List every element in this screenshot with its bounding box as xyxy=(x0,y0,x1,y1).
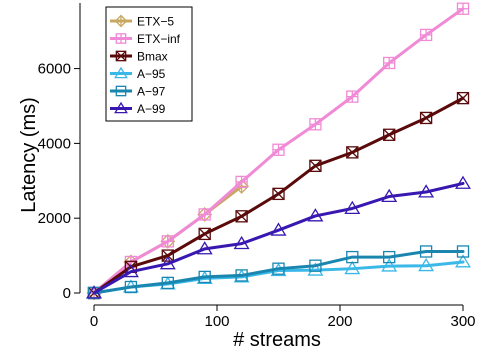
series-line xyxy=(92,181,465,295)
data-point xyxy=(381,188,398,203)
data-point xyxy=(309,259,322,272)
data-point xyxy=(270,222,287,236)
legend-item: A−97 xyxy=(110,85,166,99)
data-point xyxy=(161,276,174,290)
y-tick-label: 0 xyxy=(63,285,71,302)
y-tick-label: 6000 xyxy=(38,61,71,78)
series-5 xyxy=(86,175,471,299)
legend-label: ETX−inf xyxy=(137,32,181,46)
data-point xyxy=(124,280,138,294)
data-point xyxy=(309,118,322,131)
legend-marker xyxy=(115,50,127,62)
data-point xyxy=(159,256,176,270)
data-point xyxy=(272,262,285,275)
data-point xyxy=(86,285,102,299)
legend-marker xyxy=(114,66,128,79)
data-point xyxy=(383,250,396,264)
data-point xyxy=(381,258,398,272)
data-point xyxy=(161,235,174,248)
y-axis-label: Latency (ms) xyxy=(18,97,40,213)
data-point xyxy=(346,90,359,103)
data-point xyxy=(235,175,248,189)
data-point xyxy=(419,28,433,42)
legend-marker xyxy=(114,101,128,114)
data-point xyxy=(161,249,174,262)
series-1 xyxy=(87,2,470,300)
data-point xyxy=(455,175,471,189)
legend-marker xyxy=(115,33,127,44)
data-point xyxy=(122,263,139,278)
legend-item: A−99 xyxy=(110,101,166,116)
data-point xyxy=(198,270,211,284)
legend-marker xyxy=(115,85,127,97)
y-tick-label: 4000 xyxy=(38,135,71,152)
data-point xyxy=(198,227,211,241)
data-point xyxy=(456,245,470,258)
legend: ETX−5 ETX−inf Bmax A−95 A−97 A−99 xyxy=(105,6,193,122)
x-tick-label: 200 xyxy=(327,313,352,330)
data-point xyxy=(272,187,285,201)
series-4 xyxy=(87,245,470,300)
legend-item: ETX−5 xyxy=(110,15,174,29)
x-axis-label: # streams xyxy=(233,329,321,351)
data-point xyxy=(383,56,396,70)
x-tick-label: 100 xyxy=(204,313,229,330)
data-point xyxy=(307,208,324,222)
legend-item: ETX−inf xyxy=(110,32,181,46)
data-point xyxy=(307,262,324,276)
data-point xyxy=(196,241,213,255)
data-point xyxy=(418,184,435,198)
data-point xyxy=(344,200,361,214)
legend-item: Bmax xyxy=(110,50,168,64)
legend-label: Bmax xyxy=(137,50,168,64)
data-point xyxy=(419,111,433,125)
data-point xyxy=(198,208,211,221)
data-point xyxy=(272,143,285,156)
data-point xyxy=(235,210,248,223)
data-point xyxy=(346,146,359,159)
data-point xyxy=(455,254,471,268)
x-tick-label: 300 xyxy=(450,313,475,330)
data-point xyxy=(235,269,248,282)
y-tick-label: 2000 xyxy=(38,210,71,227)
legend-label: A−97 xyxy=(137,85,166,99)
data-point xyxy=(344,260,361,275)
legend-label: ETX−5 xyxy=(137,15,174,29)
data-point xyxy=(309,159,322,173)
data-point xyxy=(383,128,396,141)
plot-area xyxy=(86,2,471,301)
axes: 0 2000 4000 6000 0 100 200 300 xyxy=(38,3,476,330)
series-line xyxy=(92,249,465,295)
data-point xyxy=(456,91,470,105)
legend-item: A−95 xyxy=(110,66,166,81)
legend-marker xyxy=(114,14,128,28)
x-tick-label: 0 xyxy=(90,313,98,330)
data-point xyxy=(418,257,435,272)
legend-label: A−99 xyxy=(137,102,166,116)
data-point xyxy=(346,250,359,264)
data-point xyxy=(233,235,250,250)
data-point xyxy=(419,245,433,258)
legend-label: A−95 xyxy=(137,67,166,81)
data-point xyxy=(456,2,470,15)
